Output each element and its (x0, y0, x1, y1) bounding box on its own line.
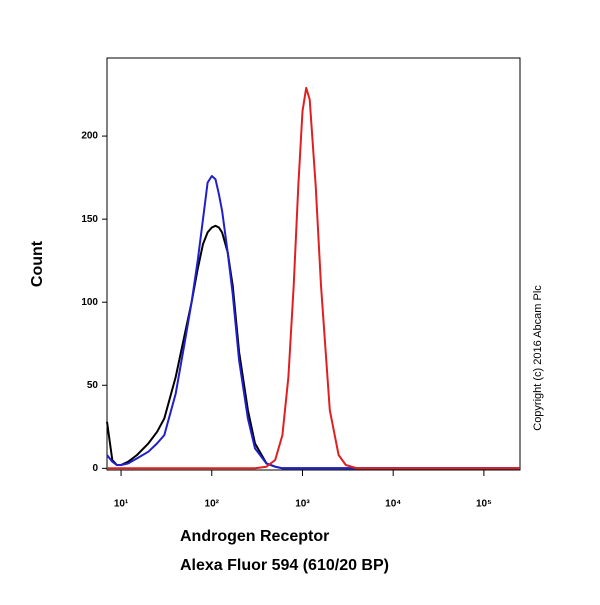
y-axis-title: Count (29, 240, 46, 287)
copyright: Copyright (c) 2016 Abcam Plc (532, 285, 544, 431)
y-tick-label: 0 (92, 463, 98, 474)
y-tick-label: 50 (87, 380, 99, 391)
x-tick-label: 10² (205, 499, 220, 510)
series-line (106, 224, 520, 470)
x-tick-label: 10⁴ (385, 499, 401, 510)
y-tick-label: 150 (81, 214, 98, 225)
x-axis-title: Androgen Receptor (180, 528, 329, 545)
x-tick-label: 10¹ (114, 499, 129, 510)
y-tick-label: 200 (81, 131, 98, 142)
x-tick-label: 10³ (295, 499, 310, 510)
series-line (106, 175, 520, 470)
x-axis-title: Alexa Fluor 594 (610/20 BP) (180, 557, 389, 574)
y-tick-label: 100 (81, 297, 98, 308)
x-tick-label: 10⁵ (476, 499, 492, 510)
plot-frame (106, 57, 521, 471)
series-line (107, 86, 520, 470)
